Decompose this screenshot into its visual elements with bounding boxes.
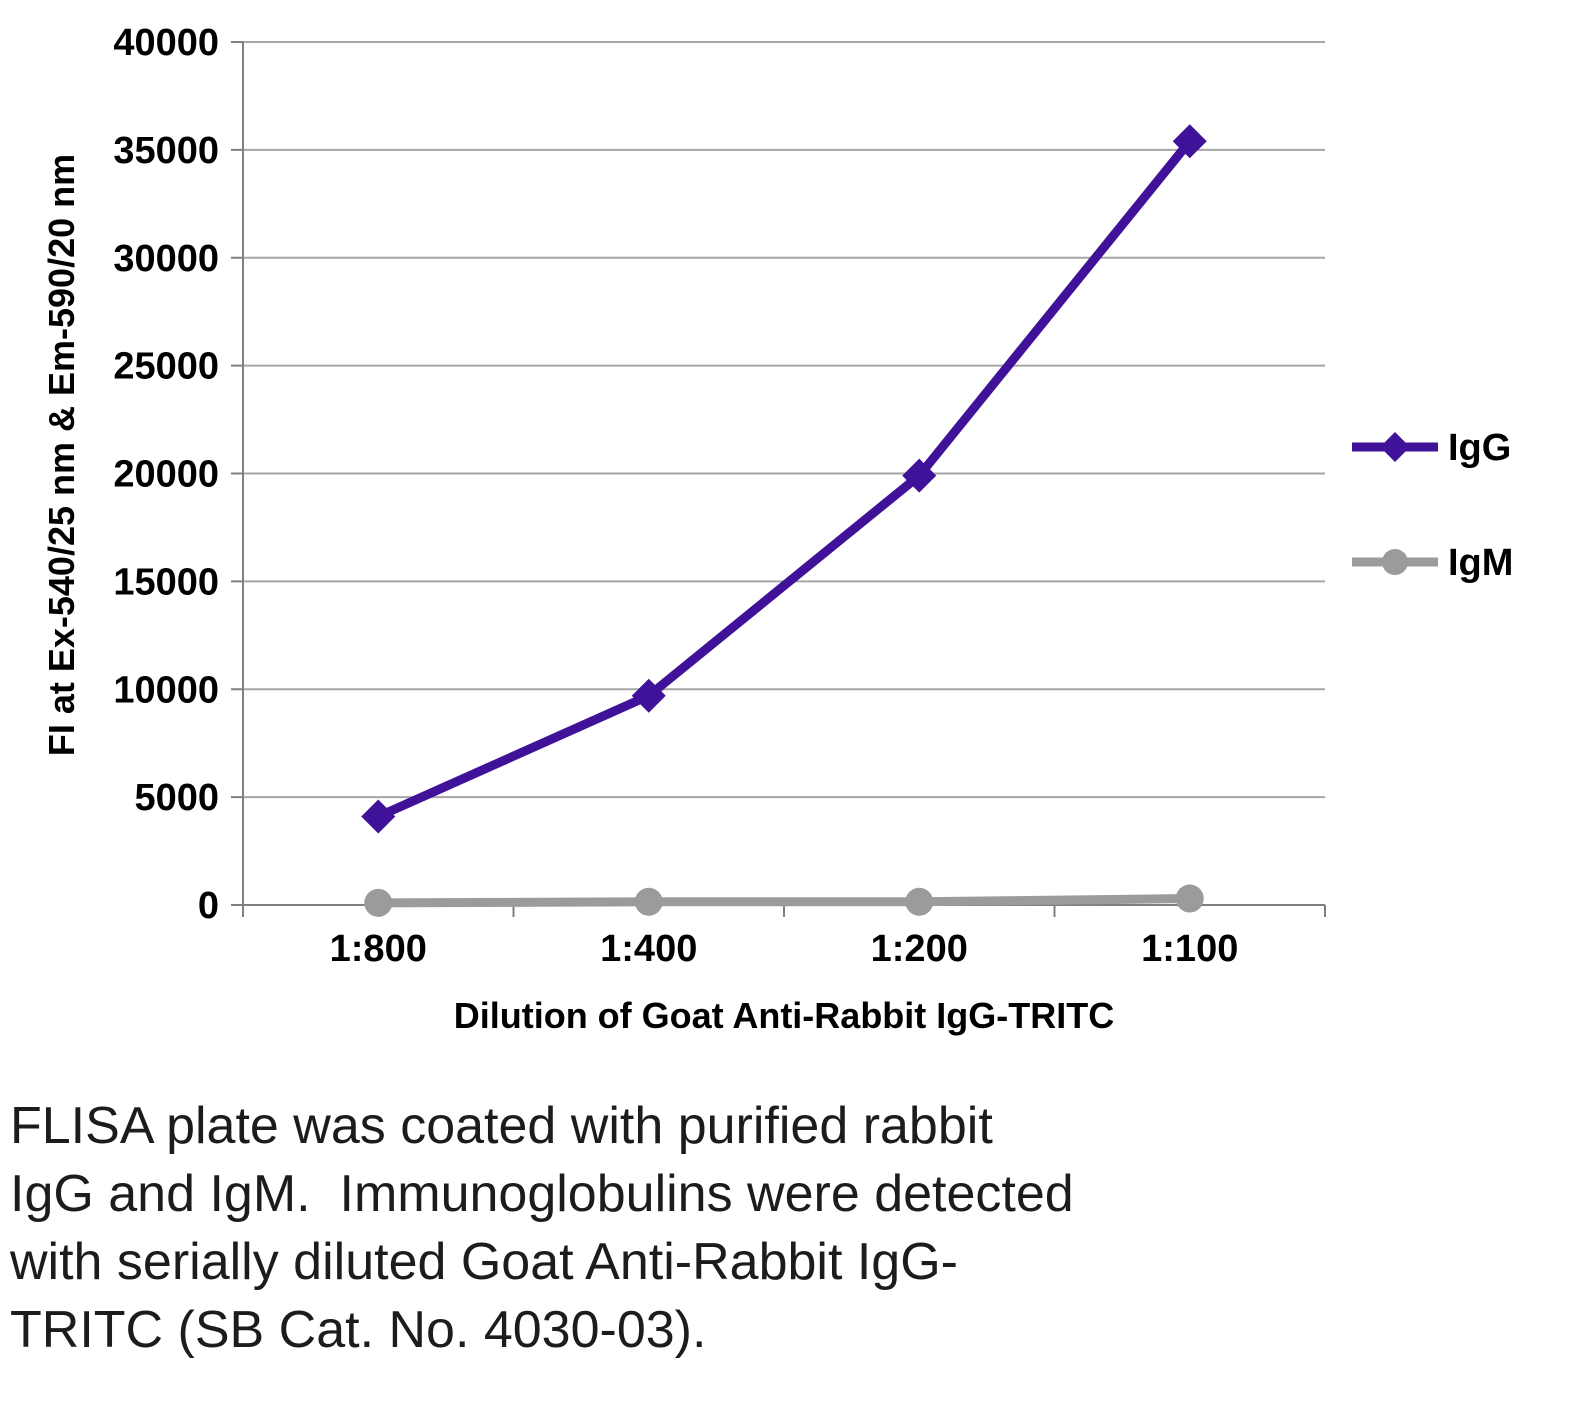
- data-point-igg: [631, 678, 666, 713]
- chart-area: 0 5000 10000 15000 20000 25000 30000 35000 40000…: [41, 22, 1513, 1036]
- data-point-igm: [634, 887, 663, 916]
- legend-label-igg: IgG: [1448, 427, 1511, 469]
- data-point-igg: [1172, 124, 1207, 159]
- y-tick-label: 25000: [113, 346, 219, 388]
- data-point-igm: [364, 888, 393, 917]
- y-tick-label: 15000: [113, 561, 219, 603]
- legend-marker-igm: [1382, 549, 1408, 575]
- data-point-igm: [905, 887, 934, 916]
- series-line-igg: [373, 136, 1195, 822]
- x-tick-label: 1:400: [600, 928, 697, 970]
- y-tick-label: 20000: [113, 454, 219, 496]
- y-tick-label: 40000: [113, 22, 219, 64]
- figure-caption: FLISA plate was coated with purified rab…: [10, 1092, 1074, 1364]
- series-line-igm: [373, 894, 1195, 908]
- y-tick-label: 10000: [113, 669, 219, 711]
- y-axis-title: FI at Ex-540/25 nm & Em-590/20 nm: [41, 153, 82, 757]
- y-tick-label: 30000: [113, 238, 219, 280]
- legend-label-igm: IgM: [1448, 542, 1513, 584]
- x-tick-label: 1:200: [871, 928, 968, 970]
- x-tick-label: 1:800: [330, 928, 427, 970]
- caption-line: FLISA plate was coated with purified rab…: [10, 1097, 993, 1155]
- caption-line: with serially diluted Goat Anti-Rabbit I…: [10, 1233, 958, 1291]
- caption-line: TRITC (SB Cat. No. 4030-03).: [10, 1301, 707, 1359]
- line-chart: 0 5000 10000 15000 20000 25000 30000 35000 40000…: [113, 22, 1513, 970]
- y-tick-label: 5000: [134, 777, 219, 819]
- data-point-igg: [902, 458, 937, 493]
- legend-marker-igg: [1380, 432, 1410, 462]
- x-tick-label: 1:100: [1141, 928, 1238, 970]
- x-axis-title: Dilution of Goat Anti-Rabbit IgG-TRITC: [453, 995, 1115, 1036]
- data-point-igm: [1175, 884, 1204, 913]
- data-point-igg: [361, 799, 396, 834]
- y-tick-label: 35000: [113, 130, 219, 172]
- y-tick-label: 0: [198, 885, 219, 927]
- caption-line: IgG and IgM. Immunoglobulins were detect…: [10, 1165, 1074, 1223]
